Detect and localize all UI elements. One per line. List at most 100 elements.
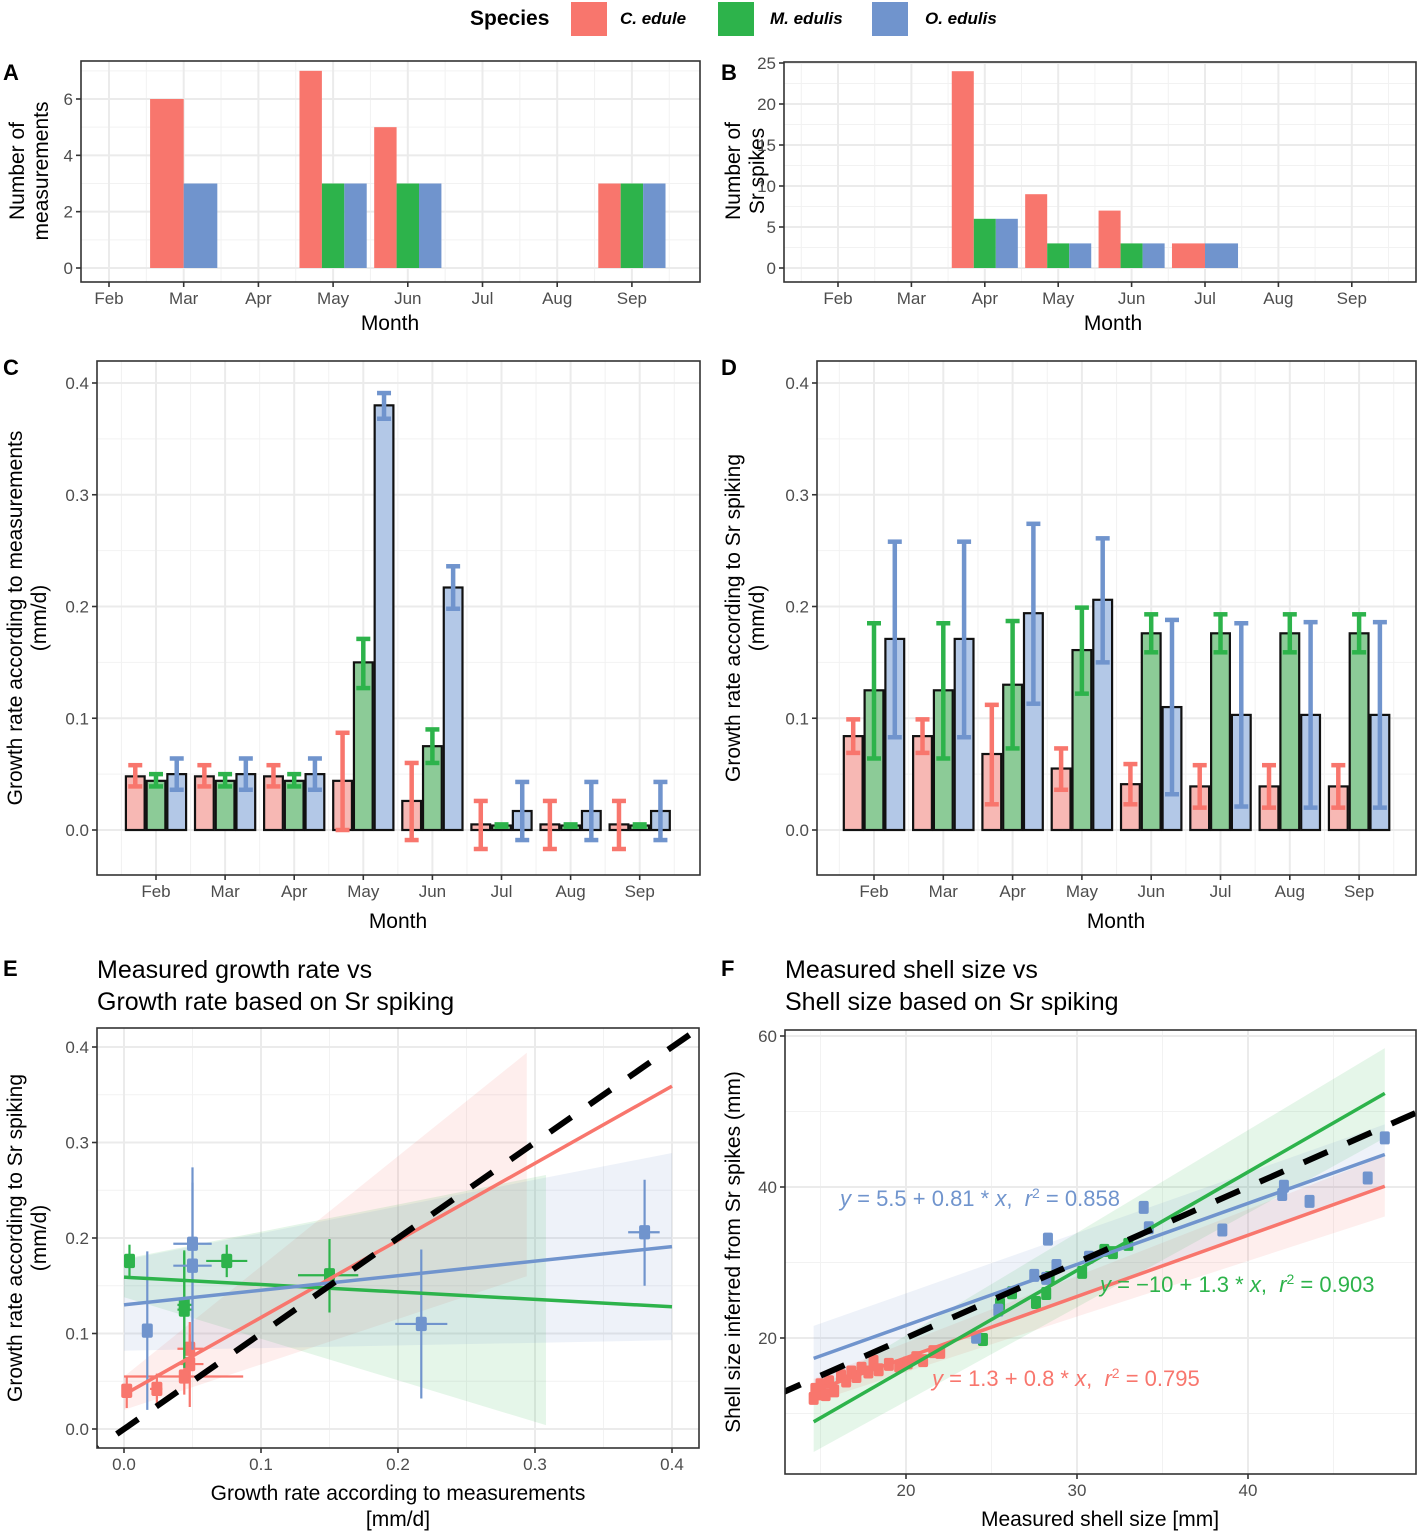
x-tick-label: Feb: [859, 882, 888, 901]
data-point-o-edulis: [1379, 1131, 1390, 1145]
y-tick-label: 0.2: [65, 598, 89, 617]
error-bar-c-edule-sep: [611, 798, 626, 852]
error-bar-m-edulis-apr: [1005, 618, 1020, 751]
point-marker: [178, 1297, 190, 1312]
error-bar-m-edulis-sep: [1352, 612, 1367, 655]
data-point-m-edulis: [206, 1244, 248, 1278]
x-tick-label: Mar: [210, 882, 240, 901]
y-tick-label: 20: [757, 95, 776, 114]
bar-c-edule-jun: [374, 127, 397, 269]
panel-label-e: E: [3, 956, 18, 981]
error-bar-c-edule-may: [335, 730, 350, 833]
y-tick-label: 0.2: [785, 598, 809, 617]
error-bar-m-edulis-aug: [563, 822, 578, 829]
y-tick-label: 0.0: [65, 821, 89, 840]
ci-band-c-edule: [124, 1052, 527, 1410]
error-bar-c-edule-apr: [266, 762, 281, 789]
error-bar-m-edulis-may: [356, 636, 371, 691]
bar-o-edulis-apr: [995, 218, 1018, 268]
bar-m-edulis-jun: [1140, 632, 1162, 832]
x-tick-label: 20: [897, 1481, 916, 1500]
error-bar-m-edulis-feb: [867, 621, 881, 761]
error-bar-c-edule-apr: [984, 702, 999, 807]
y-tick-label: 0.4: [65, 1038, 89, 1057]
x-tick-label: Aug: [542, 289, 572, 308]
panel-f-xlabel: Measured shell size [mm]: [981, 1508, 1219, 1531]
error-bar-c-edule-mar: [197, 762, 212, 789]
x-tick-label: Jul: [472, 289, 494, 308]
x-tick-label: Jun: [1137, 882, 1164, 901]
x-tick-label: 0.4: [660, 1455, 684, 1474]
panel-b-chart: 0 5 10 15 20 25 Feb Mar Apr May Jun Jul Aug Sep: [757, 54, 1417, 308]
point-marker: [1379, 1131, 1390, 1145]
y-tick-label: 0: [767, 259, 776, 278]
point-marker: [639, 1225, 651, 1240]
error-bar-o-edulis-feb: [887, 539, 902, 740]
panel-c-ylabel-line1: Growth rate according to measurements: [4, 431, 27, 806]
equation-part-sep: ,: [1006, 1186, 1024, 1211]
equation-part-rval: = 0.795: [1120, 1366, 1200, 1391]
x-tick-label: 0.0: [112, 1455, 136, 1474]
equation-part-sup: 2: [1287, 1271, 1295, 1287]
bar-c-edule-may: [1025, 194, 1048, 268]
point-marker: [187, 1258, 198, 1273]
error-bar-o-edulis-aug: [584, 779, 599, 843]
legend-label-c-edule: C. edule: [620, 9, 686, 28]
panel-label-a: A: [3, 60, 19, 85]
error-bar-o-edulis-feb: [169, 756, 184, 793]
equation-part-rhs: = 1.3 + 0.8 *: [943, 1366, 1075, 1391]
error-bar-m-edulis-jul: [494, 822, 509, 829]
panel-b-ylabel-line1: Number of: [722, 122, 745, 220]
error-bar-o-edulis-sep: [653, 779, 668, 843]
x-tick-label: May: [1066, 882, 1099, 901]
error-bar-c-edule-jul: [473, 798, 488, 852]
error-bar-c-edule-jun: [404, 760, 419, 843]
panel-f-title-line1: Measured shell size vs: [785, 956, 1038, 984]
legend-key-o-edulis: [872, 2, 908, 36]
bar-m-edulis-jun: [396, 183, 420, 268]
bar-m-edulis-jun: [1120, 243, 1143, 268]
y-tick-label: 0.1: [785, 709, 809, 728]
x-tick-label: Feb: [94, 289, 123, 308]
panel-f-title-line2: Shell size based on Sr spiking: [785, 988, 1119, 1016]
x-tick-label: Apr: [245, 289, 272, 308]
data-point-o-edulis: [1042, 1232, 1053, 1246]
x-tick-label: Aug: [1263, 289, 1293, 308]
bar-m-edulis-apr: [973, 218, 996, 268]
plot-frame: [96, 360, 701, 876]
error-bar-o-edulis-sep: [1372, 619, 1387, 810]
point-marker: [829, 1384, 840, 1398]
legend: Species C. edule M. edulis O. edulis: [470, 2, 997, 36]
point-marker: [1217, 1223, 1228, 1237]
x-tick-label: 0.1: [249, 1455, 273, 1474]
panel-d-chart: 0.0 0.1 0.2 0.3 0.4 Feb Mar Apr May Jun Jul Aug Sep: [785, 360, 1417, 901]
point-marker: [1362, 1171, 1373, 1185]
error-bar-o-edulis-may: [377, 390, 392, 422]
y-tick-label: 5: [767, 218, 776, 237]
equation-part-sep: ,: [1261, 1272, 1279, 1297]
legend-key-c-edule: [571, 2, 607, 36]
point-marker: [415, 1316, 427, 1332]
y-tick-label: 0.1: [65, 1325, 89, 1344]
x-tick-label: Apr: [972, 289, 999, 308]
bar-o-edulis-mar: [183, 183, 218, 268]
equation-part-r: r: [1104, 1366, 1113, 1391]
x-tick-label: Mar: [897, 289, 927, 308]
x-tick-label: Sep: [1337, 289, 1367, 308]
equation-part-rval: = 0.903: [1294, 1272, 1374, 1297]
legend-label-m-edulis: M. edulis: [770, 9, 843, 28]
x-tick-label: Apr: [999, 882, 1026, 901]
bar-c-edule-jul: [1171, 243, 1205, 268]
y-tick-label: 0.1: [65, 709, 89, 728]
x-tick-label: Jun: [394, 289, 421, 308]
panel-e-xlabel-line2: [mm/d]: [366, 1508, 430, 1531]
plot-background: [97, 361, 700, 875]
error-bar-m-edulis-apr: [287, 771, 302, 789]
y-tick-label: 0.3: [785, 486, 809, 505]
equation-part-x: x: [1249, 1272, 1262, 1297]
panel-c-ylabel-line2: (mm/d): [28, 585, 51, 652]
panel-e-ylabel-line1: Growth rate according to Sr spiking: [4, 1074, 27, 1402]
error-bar-m-edulis-mar: [936, 621, 951, 761]
bar-o-edulis-jun: [419, 183, 442, 268]
